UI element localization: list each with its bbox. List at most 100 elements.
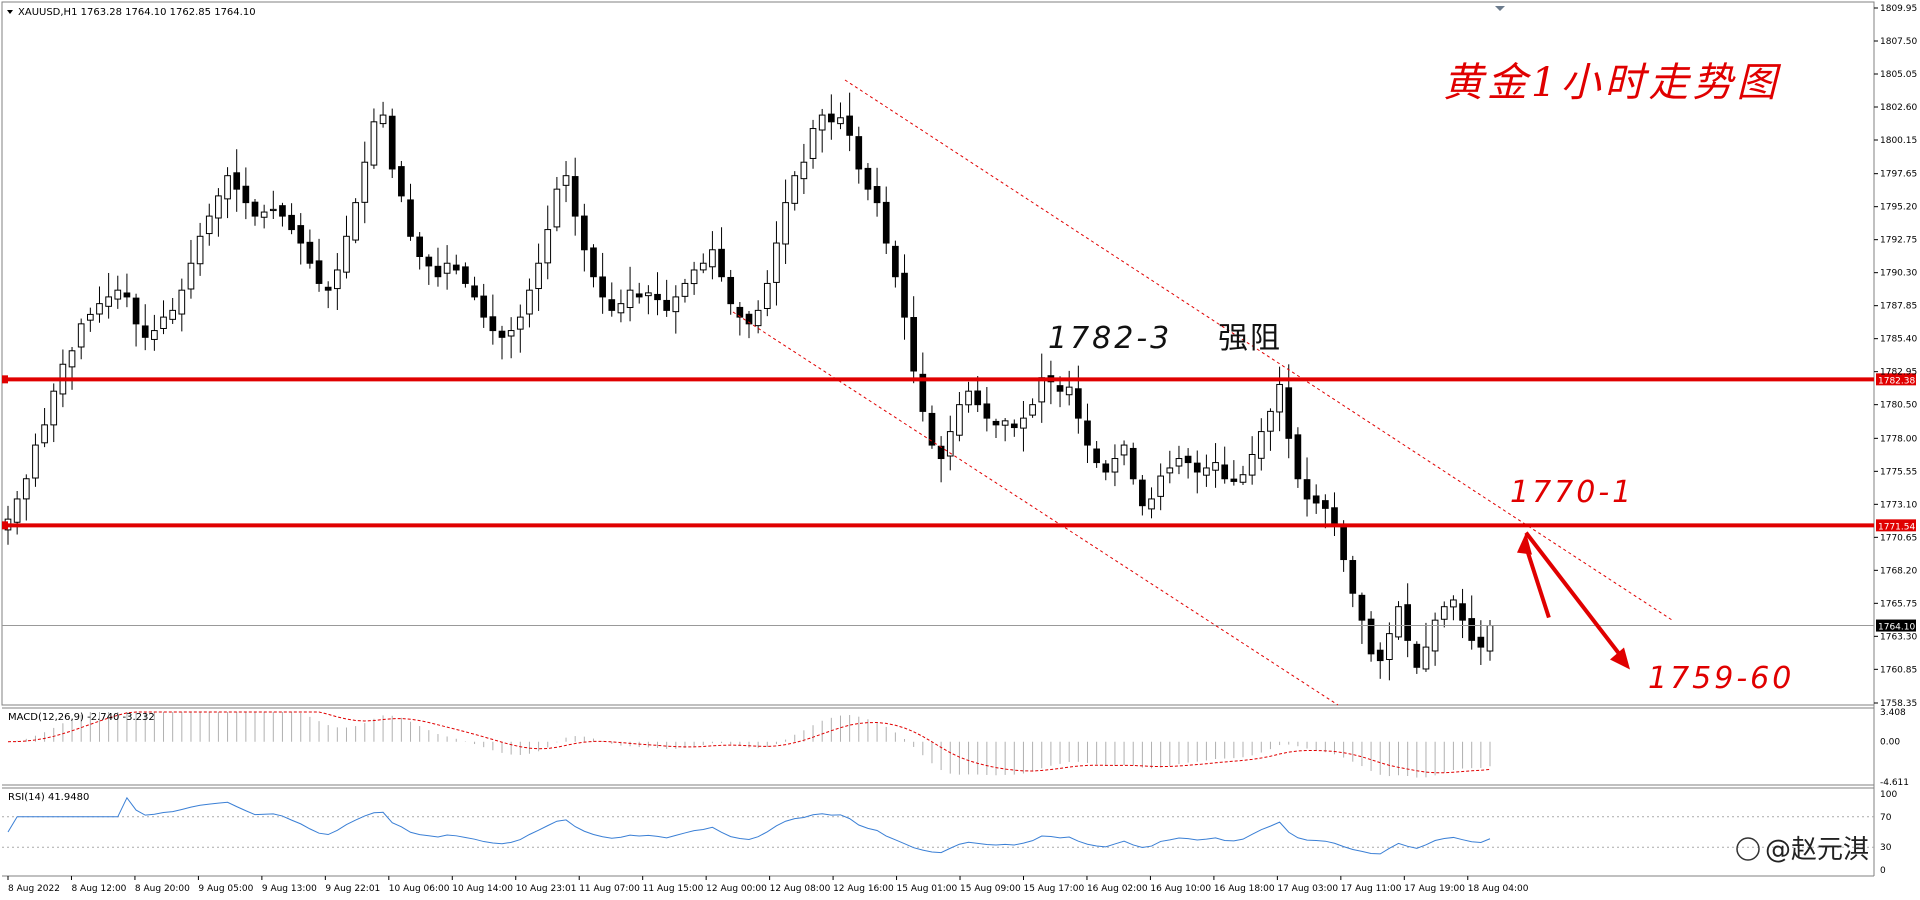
candle-body (452, 264, 460, 271)
level-line-handle (2, 375, 8, 384)
candle-body (224, 175, 231, 200)
rsi-tick-label: 0 (1880, 866, 1886, 876)
candle-body (233, 172, 241, 190)
candle-body (654, 293, 661, 301)
candle-body (370, 121, 378, 166)
candle-body (1074, 388, 1082, 419)
candle-body (352, 202, 359, 241)
candle-body (809, 128, 817, 159)
candle-body (608, 299, 616, 311)
candle-body (837, 117, 844, 125)
candle-body (1212, 462, 1219, 471)
candle-body (992, 420, 1000, 426)
time-tick-label: 17 Aug 19:00 (1404, 884, 1465, 894)
candle-body (462, 266, 469, 284)
candle-body (160, 316, 167, 329)
candle-body (269, 208, 277, 212)
candle-body (1184, 455, 1192, 464)
time-tick-label: 8 Aug 12:00 (71, 884, 126, 894)
candle-body (745, 313, 753, 325)
annotation-overlay (732, 79, 1673, 706)
candle-body (324, 286, 332, 291)
candle-body (1230, 478, 1238, 482)
candle-body (1157, 475, 1165, 497)
price-tick-label: 1785.40 (1880, 335, 1917, 345)
level-price-tag (1876, 373, 1916, 386)
candle-body (1340, 524, 1347, 561)
candle-body (773, 242, 780, 283)
candle-body (471, 285, 478, 298)
candle-body (1193, 462, 1201, 473)
candle-body (169, 309, 177, 320)
candle-body (1001, 420, 1009, 426)
candle-body (544, 229, 552, 264)
candle-body (1486, 625, 1494, 652)
time-tick-label: 8 Aug 20:00 (135, 884, 190, 894)
time-tick-label: 10 Aug 14:00 (452, 884, 513, 894)
candle-body (526, 289, 533, 315)
candle-body (882, 201, 890, 244)
candle-body (782, 202, 789, 245)
candle-body (1404, 604, 1412, 641)
rsi-caption: RSI(14) 41.9480 (8, 792, 89, 803)
candle-body (77, 323, 85, 348)
candle-body (1312, 495, 1320, 504)
candle-body (1413, 643, 1421, 668)
rsi-tick-label: 100 (1880, 790, 1897, 800)
candle-body (928, 412, 936, 446)
level-line-handle (2, 521, 8, 530)
time-tick-label: 16 Aug 18:00 (1214, 884, 1275, 894)
title-annotation: 黄金1小时走势图 (1443, 60, 1781, 106)
candle-body (260, 211, 268, 218)
candle-body (1175, 458, 1183, 467)
candle-body (580, 215, 588, 251)
price-tick-label: 1790.30 (1880, 269, 1917, 279)
candle-body (910, 317, 918, 372)
candle-body (187, 262, 195, 290)
candle-body (1376, 649, 1384, 662)
price-tick-label: 1768.20 (1880, 566, 1917, 576)
candle-body (800, 161, 808, 180)
scroll-marker-icon[interactable] (1495, 6, 1505, 11)
time-axis: 8 Aug 2022 8 Aug 12:00 8 Aug 20:00 9 Aug 05… (7, 876, 1529, 894)
price-tick-label: 1795.20 (1880, 203, 1917, 213)
resistance-word: 强阻 (1218, 321, 1282, 356)
candle-body (1285, 387, 1293, 439)
price-tick-label: 1780.50 (1880, 401, 1917, 411)
price-tick-label: 1802.60 (1880, 103, 1917, 113)
candle-body (41, 424, 48, 444)
price-tick-label: 1765.75 (1880, 599, 1917, 609)
price-tick-label: 1782.95 (1880, 368, 1917, 378)
time-tick-label: 15 Aug 09:00 (960, 884, 1021, 894)
candle-body (1056, 385, 1064, 392)
time-tick-label: 12 Aug 16:00 (833, 884, 894, 894)
current-price-tag (1876, 619, 1916, 632)
macd-tick-label: 0.00 (1880, 738, 1900, 748)
time-tick-label: 9 Aug 05:00 (198, 884, 253, 894)
candle-body (846, 115, 853, 136)
chart-menu-triangle-icon[interactable] (7, 10, 13, 14)
price-tick-label: 1778.00 (1880, 434, 1917, 444)
candle-body (215, 195, 222, 219)
macd-caption: MACD(12,26,9) -2.740 -3.232 (8, 712, 155, 723)
candle-body (1010, 423, 1018, 429)
candle-body (1084, 420, 1091, 446)
candle-body (1321, 500, 1329, 509)
candle-body (892, 245, 899, 278)
level-price-label: 1771.54 (1878, 522, 1915, 532)
candle-body (141, 325, 149, 338)
candle-body (855, 136, 863, 170)
candle-body (480, 295, 488, 318)
price-tick-label: 1763.30 (1880, 632, 1917, 642)
candle-body (196, 235, 204, 265)
candle-body (1148, 498, 1155, 510)
macd-signal-line (7, 711, 1491, 774)
candle-body (1120, 444, 1128, 456)
candle-body (297, 225, 305, 244)
price-tick-label: 1787.85 (1880, 302, 1917, 312)
price-tick-label: 1775.55 (1880, 467, 1917, 477)
target-label: 1759-60 (1648, 661, 1794, 696)
candle-body (132, 297, 140, 325)
price-tick-label: 1760.85 (1880, 665, 1917, 675)
